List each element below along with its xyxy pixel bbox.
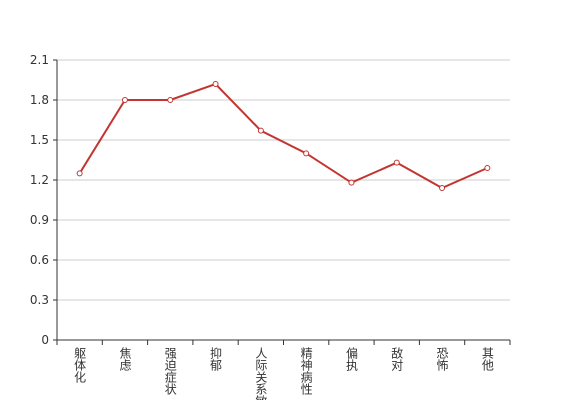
point: [393, 159, 400, 166]
point: [348, 179, 355, 186]
y-tick-label: 1.8: [30, 93, 49, 107]
point: [484, 165, 491, 171]
y-tick-label: 0.3: [30, 293, 49, 307]
point: [303, 150, 310, 157]
point: [439, 185, 446, 191]
x-tick-label: 强迫症状: [163, 347, 177, 395]
y-tick-label: 2.1: [30, 53, 49, 67]
line: [78, 82, 488, 190]
point: [257, 127, 264, 134]
y-tick-label: 1.2: [30, 173, 49, 187]
y-tick-label: 0.9: [30, 213, 49, 227]
y-tick-label: 0: [41, 333, 49, 347]
point: [121, 97, 128, 103]
point: [167, 97, 174, 103]
x-tick-label: 其他: [480, 347, 494, 371]
y-tick-label: 1.5: [30, 133, 49, 147]
x-tick-label: 人际关系敏感: [254, 347, 268, 400]
x-tick-label: 焦虑: [118, 347, 132, 371]
x-tick-label: 抑郁: [209, 346, 223, 372]
x-tick-label: 精神病性: [299, 347, 313, 396]
x-tick-label: 偏执: [344, 346, 358, 372]
point: [76, 170, 83, 177]
x-tick-label: 敌对: [390, 346, 404, 371]
x-tick-label: 恐怖: [435, 347, 449, 371]
point: [212, 81, 219, 87]
y-tick-label: 0.6: [30, 253, 49, 267]
x-tick-label: 躯体化: [73, 346, 87, 384]
